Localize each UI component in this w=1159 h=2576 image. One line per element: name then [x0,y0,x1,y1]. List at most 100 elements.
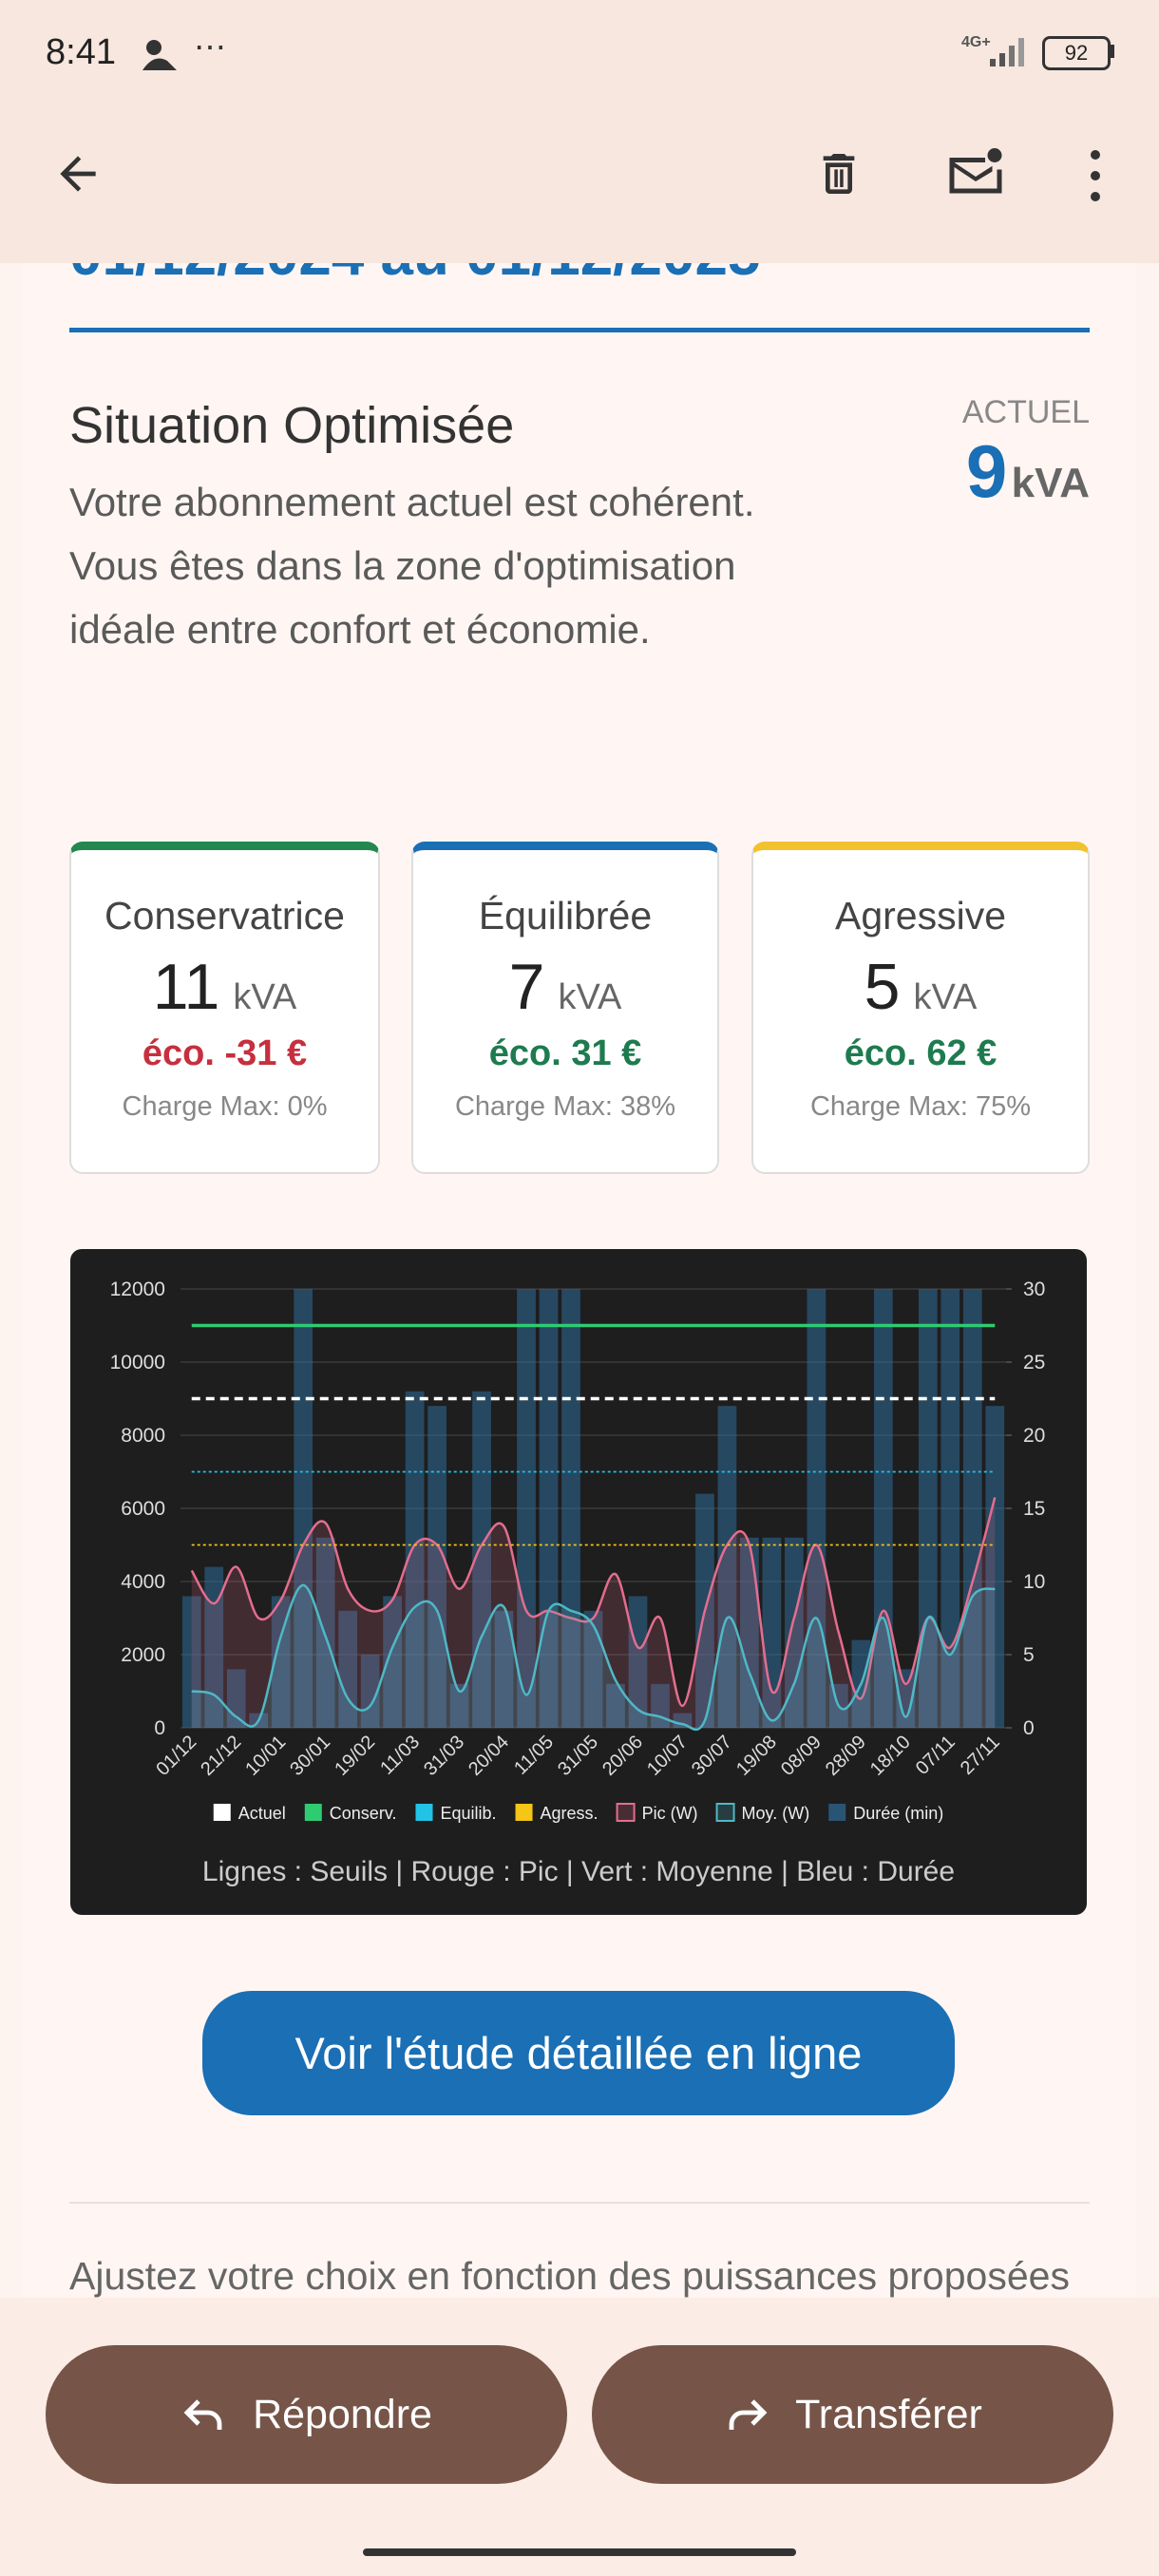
current-value: 9 kVA [966,428,1090,515]
back-button[interactable] [51,147,104,200]
option-power-value: 7 [508,951,545,1023]
option-power: 11 kVA [71,950,378,1024]
bar [338,1610,358,1728]
reply-icon [183,2399,222,2430]
home-indicator [363,2548,796,2556]
option-name: Équilibrée [478,894,653,938]
y2-tick-label: 20 [1023,1425,1045,1447]
x-tick-label: 28/09 [822,1732,870,1780]
legend-label: Conserv. [330,1804,397,1823]
reply-label: Répondre [253,2391,432,2437]
x-tick-label: 30/07 [688,1732,736,1780]
x-tick-label: 20/04 [465,1732,513,1780]
current-power: 9 [965,429,1008,513]
legend-label: Durée (min) [853,1804,943,1823]
menu-button[interactable] [1081,147,1110,204]
battery: 92 [1042,36,1111,70]
current-unit: kVA [1011,460,1090,506]
bar [271,1596,291,1728]
y-tick-label: 0 [154,1717,165,1739]
legend-item: Conserv. [304,1804,397,1823]
x-tick-label: 10/07 [643,1732,692,1780]
option-name: Conservatrice [104,894,345,938]
option-card: Conservatrice 11 kVA éco. -31 € Charge Max: … [69,842,380,1174]
bar [717,1406,737,1728]
bottom-bar: Répondre Transférer [0,2298,1159,2576]
legend-item: Actuel [213,1804,286,1823]
forward-label: Transférer [795,2391,982,2437]
x-tick-label: 31/05 [554,1732,602,1780]
legend-label: Moy. (W) [742,1804,810,1823]
option-saving: éco. 31 € [488,1033,642,1073]
time: 8:41 [46,32,116,72]
y2-tick-label: 0 [1023,1717,1035,1739]
bar [472,1391,491,1728]
chart-caption: Lignes : Seuils | Rouge : Pic | Vert : M… [202,1856,955,1887]
bar [583,1610,603,1728]
option-power-value: 5 [864,951,901,1023]
option-saving: éco. -31 € [142,1033,308,1073]
reply-button[interactable]: Répondre [46,2345,567,2484]
legend-item: Pic (W) [616,1803,698,1823]
notification-icon [142,40,177,70]
forward-button[interactable]: Transférer [592,2345,1113,2484]
details-button[interactable]: Voir l'étude détaillée en ligne [202,1991,955,2115]
option-charge: Charge Max: 0% [122,1091,328,1122]
bar [315,1537,335,1728]
bar [383,1596,402,1728]
bar [762,1537,782,1728]
x-tick-label: 30/01 [286,1732,334,1780]
delete-button[interactable] [812,145,865,202]
legend-item: Durée (min) [828,1804,943,1823]
legend-swatch [304,1804,322,1821]
bar [405,1391,425,1728]
legend-swatch [828,1804,846,1821]
legend: Actuel Conserv. Equilib. Agress. Pic (W) Moy.… [213,1803,943,1823]
y-tick-label: 8000 [121,1425,165,1447]
option-power: 5 kVA [753,950,1088,1024]
footer-text: Ajustez votre choix en fonction des puis… [69,2254,1070,2298]
summary-text: Votre abonnement actuel est cohérent. Vo… [69,480,755,652]
line [191,1583,996,1732]
x-tick-label: 21/12 [197,1732,245,1780]
y2-tick-label: 10 [1023,1571,1045,1593]
y2-tick-label: 30 [1023,1279,1045,1300]
separator [69,2202,1090,2204]
option-charge: Charge Max: 38% [454,1091,676,1122]
current-label: ACTUEL [961,394,1090,430]
x-tick-label: 27/11 [957,1732,1004,1779]
y-tick-label: 12000 [110,1279,165,1300]
bar [985,1406,1005,1728]
x-tick-label: 19/02 [331,1732,379,1780]
area [191,1497,996,1728]
x-tick-label: 31/03 [420,1732,468,1780]
legend-label: Equilib. [440,1804,496,1823]
bar [628,1596,648,1728]
x-tick-label: 10/01 [241,1732,290,1780]
legend-swatch [715,1803,735,1822]
y2-tick-label: 25 [1023,1352,1045,1373]
bar [204,1566,224,1728]
x-tick-label: 20/06 [598,1732,647,1780]
bar [896,1669,916,1728]
x-tick-label: 18/10 [866,1732,915,1780]
option-saving: éco. 62 € [844,1033,998,1073]
bar [428,1406,446,1728]
mark-unread-button[interactable] [944,143,1007,200]
legend-item: Equilib. [415,1804,497,1823]
option-name: Agressive [834,894,1006,938]
option-power-unit: kVA [233,977,297,1017]
y-tick-label: 2000 [121,1644,165,1666]
bar [494,1610,514,1728]
summary-title: Situation Optimisée [69,397,515,454]
y2-tick-label: 5 [1023,1644,1035,1666]
x-tick-label: 19/08 [732,1732,781,1780]
y-tick-label: 4000 [121,1571,165,1593]
signal-icon [990,38,1024,66]
legend-label: Agress. [541,1804,598,1823]
option-power: 7 kVA [413,950,717,1024]
option-power-unit: kVA [913,977,978,1017]
